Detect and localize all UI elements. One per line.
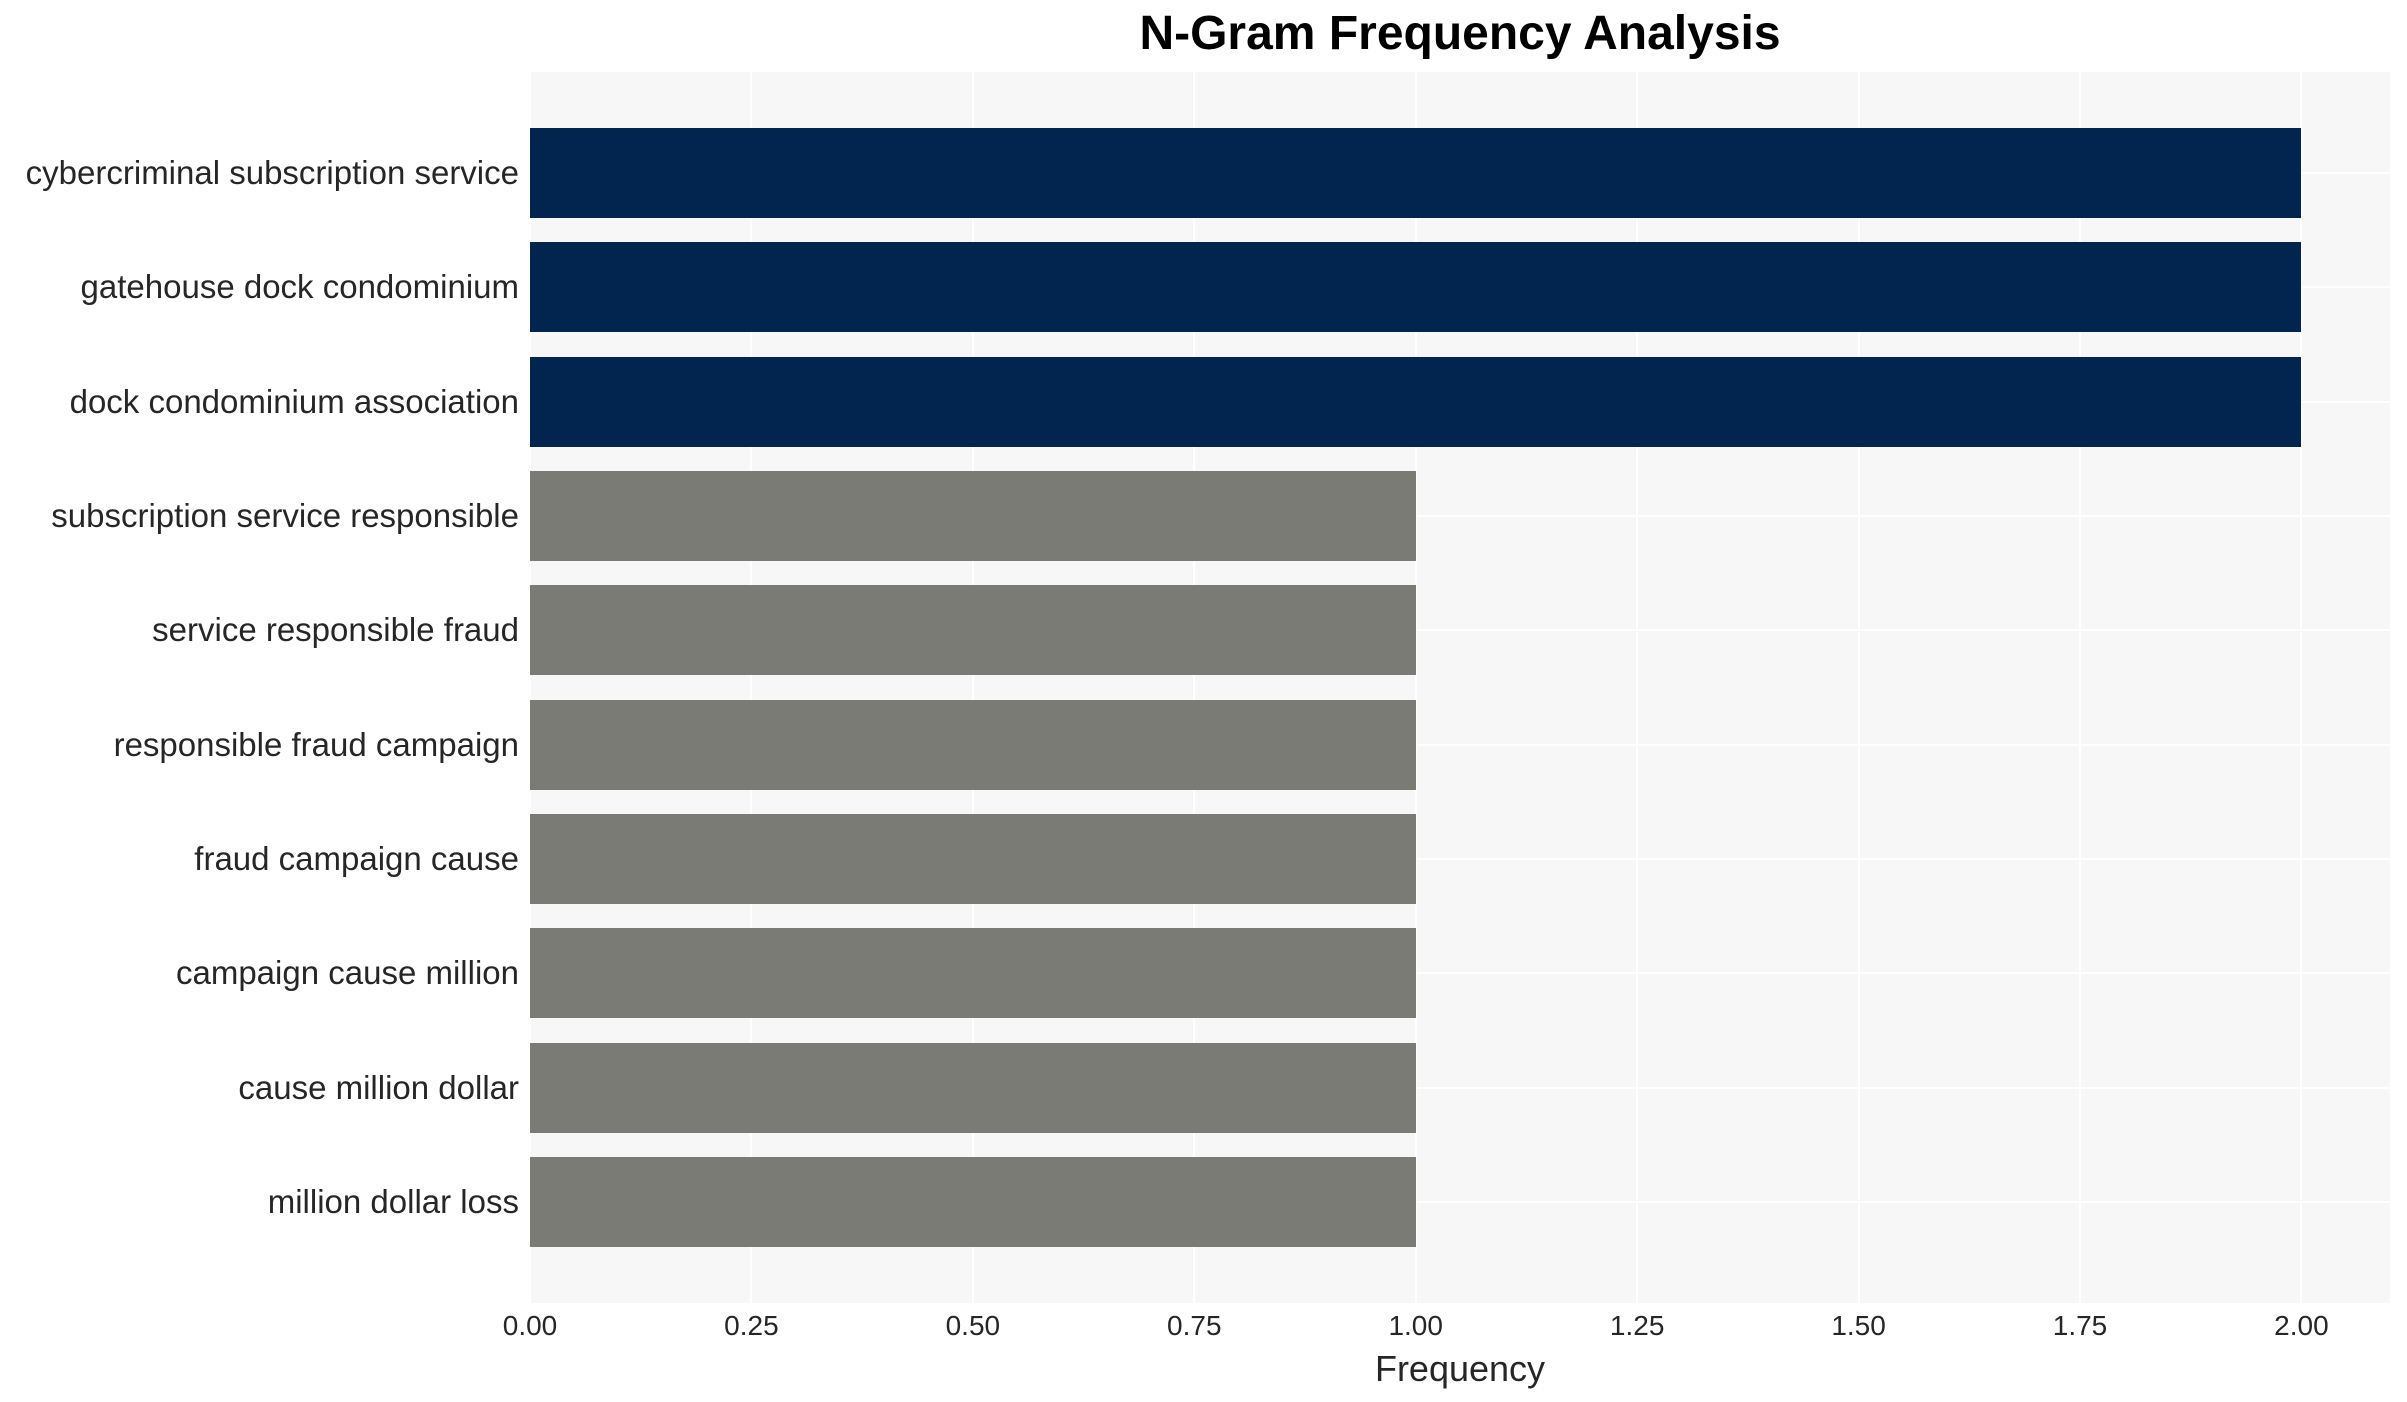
category-label: fraud campaign cause: [194, 839, 519, 877]
bar-subscription-service-responsible: [530, 470, 1416, 561]
category-label: subscription service responsible: [51, 496, 519, 534]
category-label: cause million dollar: [238, 1068, 519, 1106]
horizontal-grid-line: [530, 972, 2390, 975]
bar-fraud-campaign-cause: [530, 813, 1416, 904]
bar-dock-condominium-association: [530, 356, 2302, 447]
horizontal-grid-line: [530, 1200, 2390, 1203]
x-tick-label: 2.00: [2274, 1310, 2329, 1341]
chart-title: N-Gram Frequency Analysis: [1139, 7, 1781, 60]
x-tick-label: 1.75: [2052, 1310, 2108, 1341]
category-label: service responsible fraud: [152, 611, 519, 649]
bar-service-responsible-fraud: [530, 585, 1416, 676]
bar-campaign-cause-million: [530, 928, 1416, 1019]
x-tick-label: 1.50: [1831, 1310, 1886, 1341]
horizontal-grid-line: [530, 514, 2390, 517]
horizontal-grid-line: [530, 1086, 2390, 1089]
x-axis-title: Frequency: [1374, 1348, 1546, 1389]
vertical-grid-line: [1857, 72, 1860, 1303]
x-tick-label: 0.50: [945, 1310, 1001, 1341]
horizontal-grid-line: [530, 857, 2390, 860]
vertical-grid-line: [750, 72, 753, 1303]
vertical-grid-line: [1414, 72, 1417, 1303]
horizontal-grid-line: [530, 743, 2390, 746]
category-label: campaign cause million: [175, 954, 519, 992]
category-label: cybercriminal subscription service: [25, 154, 519, 191]
bar-cause-million-dollar: [530, 1042, 1416, 1133]
plot-area: [529, 72, 2390, 1303]
category-label: million dollar loss: [267, 1182, 519, 1220]
x-tick-label: 1.00: [1388, 1310, 1443, 1341]
x-tick-label: 1.25: [1609, 1310, 1665, 1341]
category-label: gatehouse dock condominium: [80, 268, 519, 306]
vertical-grid-line: [2079, 72, 2081, 1303]
vertical-grid-line: [1636, 72, 1639, 1303]
vertical-grid-line: [1193, 72, 1196, 1303]
x-tick-label: 0.25: [724, 1310, 779, 1341]
horizontal-grid-line: [530, 629, 2390, 632]
bar-gatehouse-dock-condominium: [530, 242, 2302, 333]
bar-responsible-fraud-campaign: [530, 699, 1416, 790]
vertical-grid-line: [529, 72, 531, 1303]
bar-cybercriminal-subscription-service: [530, 128, 2302, 218]
vertical-grid-line: [2300, 72, 2303, 1303]
x-tick-label: 0.00: [502, 1310, 558, 1341]
category-label: responsible fraud campaign: [113, 725, 519, 763]
bar-million-dollar-loss: [530, 1156, 1416, 1247]
x-tick-label: 0.75: [1167, 1310, 1222, 1341]
category-label: dock condominium association: [69, 382, 519, 420]
vertical-grid-line: [971, 72, 974, 1303]
